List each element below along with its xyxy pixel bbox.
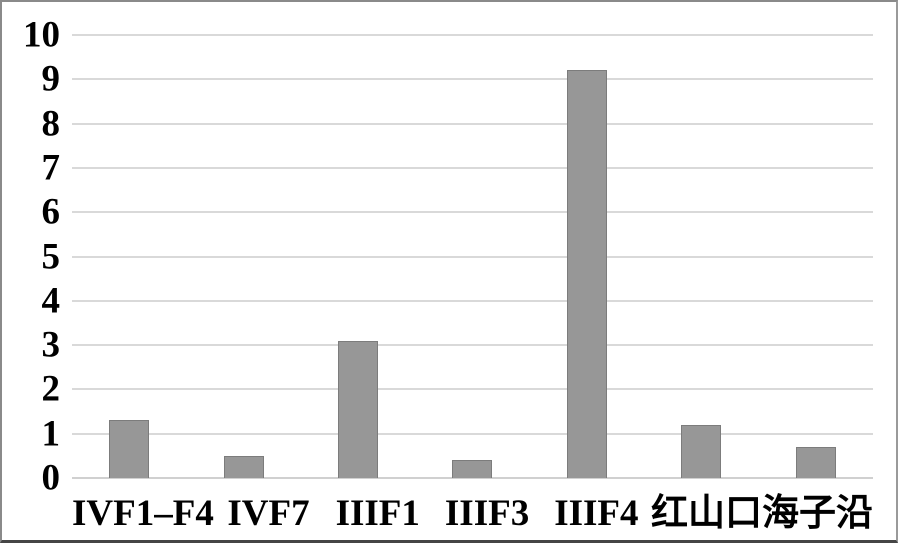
x-tick-label-IVF7: IVF7 (227, 493, 310, 534)
y-tick-label-9: 9 (41, 58, 61, 100)
gridline-y-9 (72, 78, 873, 81)
y-tick-label-8: 8 (41, 103, 61, 145)
y-tick-label-6: 6 (41, 191, 61, 233)
y-tick-label-2: 2 (41, 368, 61, 410)
bar-IIIF4 (566, 70, 607, 478)
gridline-y-0 (72, 477, 873, 479)
y-tick-label-3: 3 (41, 324, 61, 366)
bar-slot-7 (759, 35, 873, 478)
bar-IVF1–F4 (109, 420, 150, 478)
y-tick-label-10: 10 (23, 14, 60, 56)
x-tick-label-IIIF1: IIIF1 (335, 493, 420, 534)
y-axis: 0 1 2 3 4 5 6 7 8 9 10 (2, 17, 61, 497)
x-tick-label-海子沿: 海子沿 (762, 493, 874, 534)
y-tick-label-1: 1 (41, 413, 61, 455)
x-tick-label-IIIF4: IIIF4 (554, 493, 639, 534)
bars-row (72, 35, 873, 478)
bar-slot-6 (644, 35, 758, 478)
bar-红山口 (681, 424, 722, 478)
bar-slot-3 (301, 35, 415, 478)
x-tick-label-IVF1–F4: IVF1–F4 (72, 493, 214, 534)
bar-slot-4 (415, 35, 529, 478)
plot-area (72, 34, 873, 479)
y-tick-label-7: 7 (41, 147, 61, 189)
gridline-y-7 (72, 166, 873, 169)
y-tick-label-4: 4 (41, 280, 61, 322)
bar-slot-2 (186, 35, 300, 478)
bar-海子沿 (795, 447, 836, 478)
gridline-y-10 (72, 34, 873, 36)
bar-slot-1 (72, 35, 186, 478)
x-tick-label-IIIF3: IIIF3 (444, 493, 530, 534)
bar-IVF7 (223, 455, 264, 478)
y-tick-label-0: 0 (41, 457, 61, 499)
bar-IIIF3 (452, 460, 493, 478)
bar-slot-5 (530, 35, 644, 478)
gridline-y-1 (72, 432, 873, 435)
gridline-y-3 (72, 344, 873, 347)
gridline-y-2 (72, 388, 873, 391)
gridline-y-4 (72, 299, 873, 302)
y-tick-label-5: 5 (41, 236, 61, 277)
gridline-y-6 (72, 211, 873, 214)
x-tick-label-红山口: 红山口 (651, 493, 763, 534)
gridline-y-5 (72, 255, 873, 258)
bar-IIIF1 (338, 340, 379, 478)
x-axis: IVF1–F4 IVF7 IIIF1 IIIF3 IIIF4 红山口 海子沿 (72, 488, 873, 540)
gridline-y-8 (72, 122, 873, 125)
